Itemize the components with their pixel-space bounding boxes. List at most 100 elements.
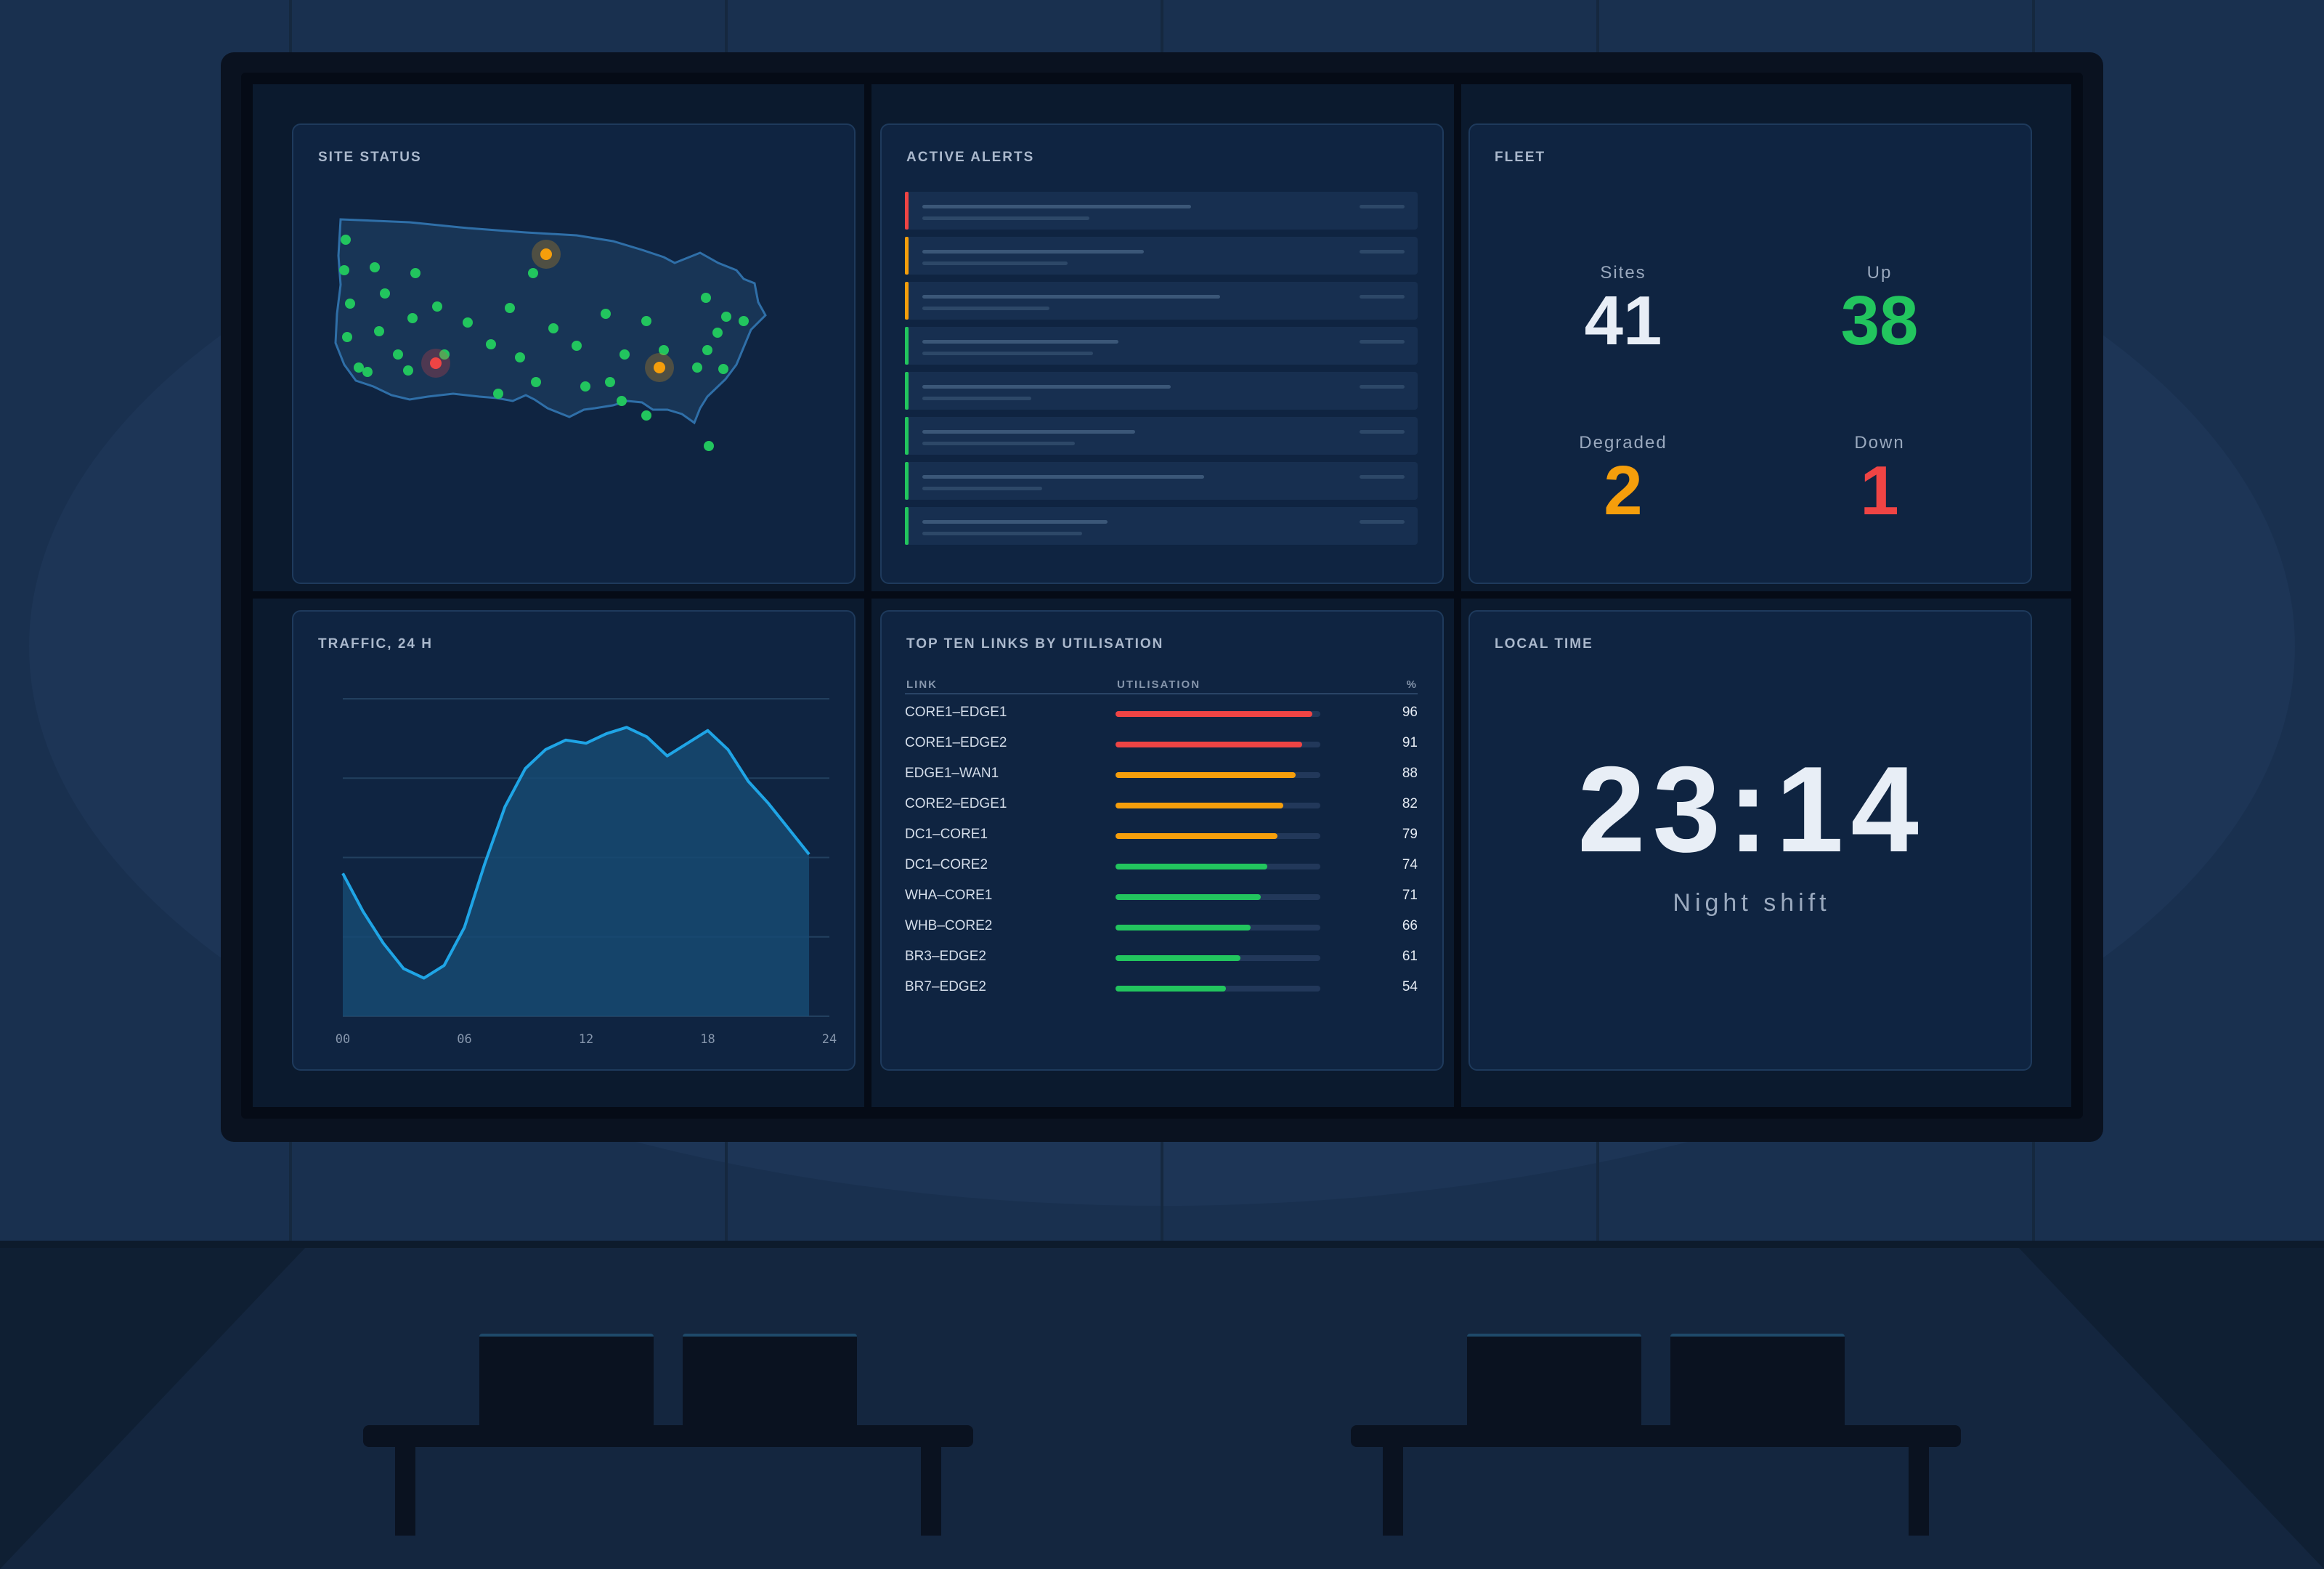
- site-marker-ok[interactable]: [692, 362, 702, 373]
- link-row[interactable]: EDGE1–WAN1 88: [905, 763, 1418, 784]
- desk-leg: [395, 1446, 415, 1536]
- header-divider: [905, 693, 1418, 694]
- alert-time-placeholder: [1360, 340, 1405, 344]
- site-marker-degraded[interactable]: [654, 362, 665, 373]
- alert-subtext-placeholder: [922, 352, 1093, 355]
- site-marker-ok[interactable]: [702, 345, 712, 355]
- site-marker-ok[interactable]: [641, 316, 651, 326]
- x-tick-label: 24: [822, 1032, 837, 1047]
- site-marker-ok[interactable]: [721, 312, 731, 322]
- site-marker-ok[interactable]: [641, 410, 651, 421]
- traffic-series-line: [341, 726, 810, 980]
- chair-back: [1467, 1334, 1641, 1427]
- utilisation-bar-track: [1116, 925, 1320, 931]
- site-marker-ok[interactable]: [439, 349, 450, 360]
- site-marker-ok[interactable]: [341, 235, 351, 245]
- site-marker-ok[interactable]: [486, 339, 496, 349]
- site-marker-ok[interactable]: [407, 313, 418, 323]
- site-marker-ok[interactable]: [605, 377, 615, 387]
- link-row[interactable]: CORE2–EDGE1 82: [905, 793, 1418, 815]
- link-row[interactable]: BR7–EDGE2 54: [905, 976, 1418, 998]
- alert-severity-info: [905, 327, 909, 365]
- alert-row[interactable]: [905, 507, 1418, 545]
- site-marker-ok[interactable]: [531, 377, 541, 387]
- screen-seam: [253, 591, 2071, 599]
- link-percent: 61: [1402, 949, 1418, 964]
- site-marker-ok[interactable]: [370, 262, 380, 272]
- link-name: DC1–CORE1: [905, 827, 988, 842]
- site-marker-ok[interactable]: [432, 301, 442, 312]
- utilisation-bar-fill: [1116, 955, 1241, 961]
- site-marker-ok[interactable]: [704, 441, 714, 451]
- site-marker-ok[interactable]: [548, 323, 558, 333]
- traffic-chart[interactable]: 00 06 12 18 24: [293, 612, 857, 1072]
- link-name: CORE1–EDGE2: [905, 735, 1007, 750]
- site-marker-ok[interactable]: [712, 328, 723, 338]
- alert-row[interactable]: [905, 192, 1418, 230]
- site-marker-ok[interactable]: [619, 349, 630, 360]
- link-row[interactable]: DC1–CORE1 79: [905, 824, 1418, 846]
- column-header-utilisation: UTILISATION: [1117, 678, 1201, 691]
- site-marker-ok[interactable]: [403, 365, 413, 376]
- link-row[interactable]: CORE1–EDGE1 96: [905, 702, 1418, 723]
- link-name: WHB–CORE2: [905, 918, 993, 933]
- alert-severity-warning: [905, 282, 909, 320]
- site-marker-ok[interactable]: [380, 288, 390, 299]
- site-marker-ok[interactable]: [739, 316, 749, 326]
- alert-time-placeholder: [1360, 475, 1405, 479]
- alert-text-placeholder: [922, 340, 1118, 344]
- link-row[interactable]: WHA–CORE1 71: [905, 885, 1418, 907]
- link-row[interactable]: WHB–CORE2 66: [905, 915, 1418, 937]
- alert-row[interactable]: [905, 327, 1418, 365]
- alert-severity-info: [905, 417, 909, 455]
- site-marker-ok[interactable]: [374, 326, 384, 336]
- alert-row[interactable]: [905, 237, 1418, 275]
- site-marker-ok[interactable]: [701, 293, 711, 303]
- site-marker-ok[interactable]: [528, 268, 538, 278]
- alert-row[interactable]: [905, 462, 1418, 500]
- site-marker-ok[interactable]: [410, 268, 420, 278]
- desk-leg: [921, 1446, 941, 1536]
- alert-subtext-placeholder: [922, 397, 1031, 400]
- link-row[interactable]: CORE1–EDGE2 91: [905, 732, 1418, 754]
- site-marker-ok[interactable]: [354, 362, 364, 373]
- utilisation-bar-track: [1116, 711, 1320, 717]
- site-marker-ok[interactable]: [718, 364, 728, 374]
- site-marker-ok[interactable]: [463, 317, 473, 328]
- alert-row[interactable]: [905, 417, 1418, 455]
- x-tick-label: 18: [700, 1032, 715, 1047]
- site-marker-ok[interactable]: [601, 309, 611, 319]
- local-time-panel: LOCAL TIME 23:14 Night shift: [1468, 610, 2032, 1071]
- link-row[interactable]: BR3–EDGE2 61: [905, 946, 1418, 968]
- site-marker-ok[interactable]: [393, 349, 403, 360]
- link-row[interactable]: DC1–CORE2 74: [905, 854, 1418, 876]
- site-marker-ok[interactable]: [515, 352, 525, 362]
- stat-value-degraded: 2: [1604, 452, 1643, 530]
- site-marker-ok[interactable]: [617, 396, 627, 406]
- alert-row[interactable]: [905, 282, 1418, 320]
- utilisation-bar-fill: [1116, 742, 1302, 747]
- site-marker-down[interactable]: [430, 357, 442, 369]
- site-marker-ok[interactable]: [362, 367, 373, 377]
- site-marker-ok[interactable]: [505, 303, 515, 313]
- site-marker-ok[interactable]: [580, 381, 590, 392]
- alert-row[interactable]: [905, 372, 1418, 410]
- site-marker-ok[interactable]: [493, 389, 503, 399]
- link-name: BR7–EDGE2: [905, 979, 986, 994]
- site-marker-ok[interactable]: [345, 299, 355, 309]
- utilisation-bar-fill: [1116, 894, 1261, 900]
- active-alerts-panel: ACTIVE ALERTS: [880, 123, 1444, 584]
- stat-down: Down 1: [1778, 433, 1981, 526]
- stat-sites: Sites 41: [1521, 263, 1725, 356]
- traffic-title: TRAFFIC, 24 H: [318, 636, 433, 652]
- alert-time-placeholder: [1360, 205, 1405, 208]
- site-map[interactable]: [322, 212, 802, 517]
- site-marker-ok[interactable]: [659, 345, 669, 355]
- site-marker-degraded[interactable]: [540, 248, 552, 260]
- site-marker-ok[interactable]: [572, 341, 582, 351]
- site-marker-ok[interactable]: [342, 332, 352, 342]
- utilisation-bar-track: [1116, 742, 1320, 747]
- site-status-panel: SITE STATUS: [292, 123, 856, 584]
- shift-label: Night shift: [1673, 889, 1831, 917]
- site-marker-ok[interactable]: [339, 265, 349, 275]
